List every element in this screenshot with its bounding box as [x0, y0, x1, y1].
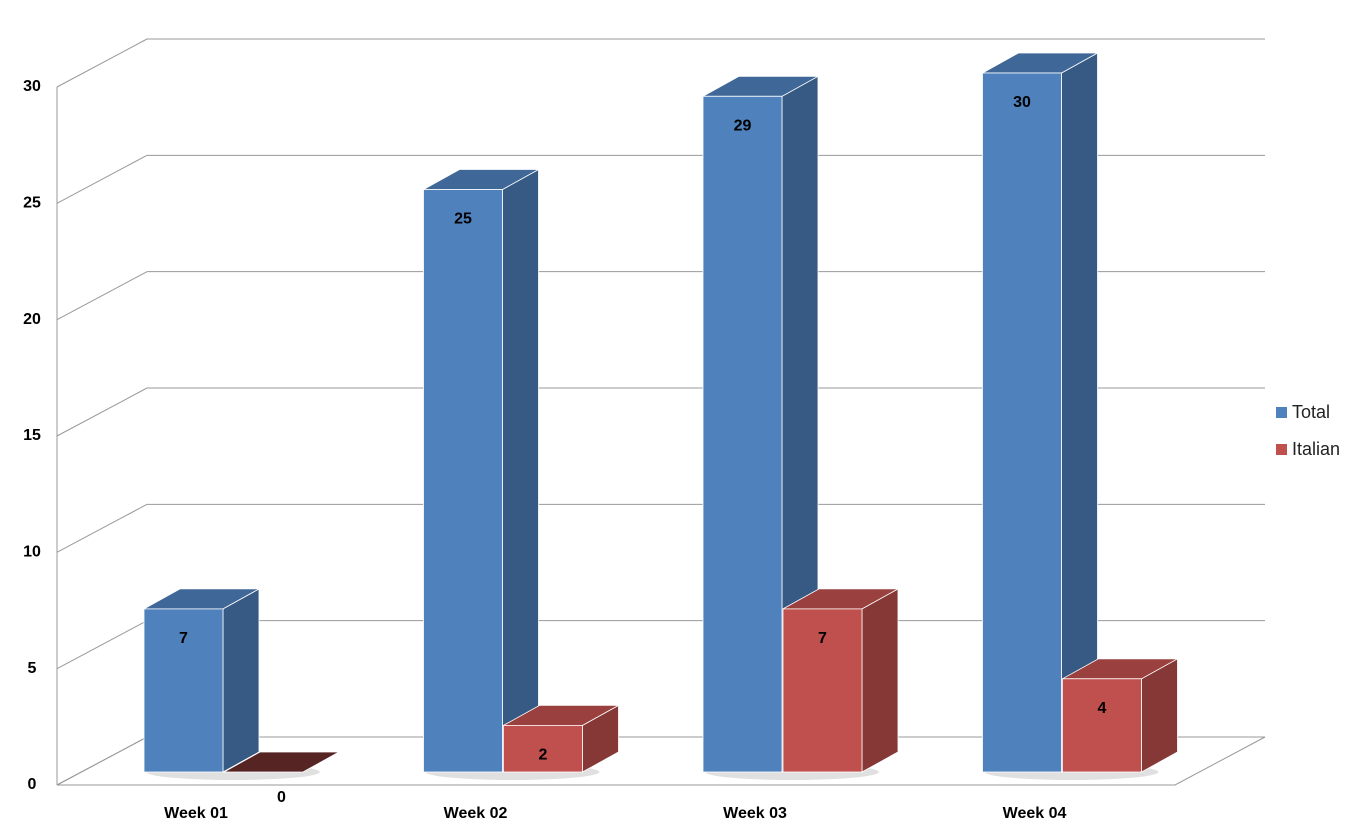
y-tick-label: 30 [23, 78, 41, 95]
x-tick-label: Week 04 [1003, 805, 1067, 822]
grid-line-side [56, 736, 148, 786]
data-label: 4 [1098, 700, 1107, 717]
y-tick-label: 0 [28, 776, 37, 793]
legend-swatch [1276, 444, 1287, 455]
bar [503, 725, 583, 773]
data-label: 7 [179, 630, 188, 647]
x-tick-label: Week 03 [723, 805, 787, 822]
bar [702, 95, 783, 773]
data-label: 29 [734, 118, 752, 135]
bar [982, 72, 1062, 773]
bars [142, 52, 1180, 780]
labels: Week 01 7 0 Week 02 25 2 Week 03 29 7 Week 04 30 4 T… [164, 94, 1340, 822]
data-label: 25 [454, 211, 472, 228]
legend-label: Total [1292, 402, 1330, 422]
grid-line-side [56, 38, 148, 88]
bar [782, 608, 863, 773]
legend-label: Italian [1292, 439, 1340, 459]
grid-line-side [56, 154, 148, 204]
grid-line-side [56, 620, 148, 670]
x-tick-label: Week 02 [444, 805, 508, 822]
data-label: 2 [539, 747, 548, 764]
y-tick-label: 10 [23, 544, 41, 561]
y-tick-label: 15 [23, 427, 41, 444]
x-tick-label: Week 01 [164, 805, 228, 822]
bar-top [222, 751, 341, 773]
bar-side [222, 588, 260, 773]
data-label: 0 [277, 789, 286, 806]
grid-line-side [56, 387, 148, 437]
bar-side [502, 168, 539, 773]
y-tick-label: 25 [23, 195, 41, 212]
bar [423, 189, 503, 773]
grid-line-side [56, 503, 148, 553]
bar [143, 608, 224, 773]
bar-side [861, 588, 899, 773]
grid-line-side [56, 271, 148, 321]
bar [1062, 678, 1142, 773]
data-label: 30 [1013, 94, 1031, 111]
y-tick-label: 20 [23, 311, 41, 328]
y-tick-label: 5 [28, 660, 37, 677]
legend-swatch [1276, 407, 1287, 418]
data-label: 7 [818, 630, 827, 647]
